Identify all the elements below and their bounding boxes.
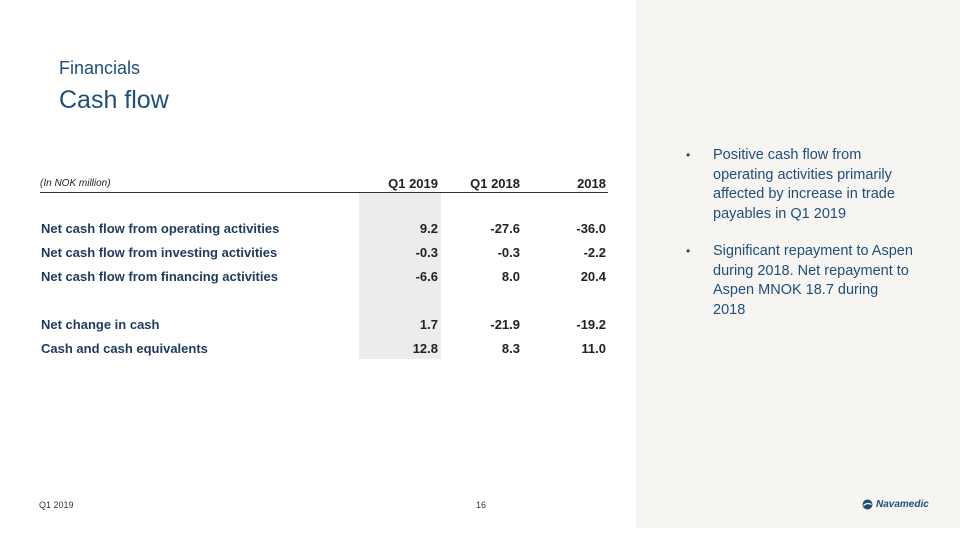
column-header: 2018: [577, 176, 606, 191]
table-row: Cash and cash equivalents 12.8 8.3 11.0: [40, 341, 608, 359]
page-title: Cash flow: [59, 86, 169, 114]
cell-value: 11.0: [581, 341, 606, 356]
table-row: Net cash flow from financing activities …: [40, 269, 608, 287]
bullet-icon: •: [686, 244, 691, 258]
row-label: Net cash flow from financing activities: [41, 269, 278, 284]
cell-value: -2.2: [583, 245, 606, 260]
page-number: 16: [476, 500, 487, 510]
column-header: Q1 2019: [388, 176, 438, 191]
row-label: Net cash flow from investing activities: [41, 245, 278, 260]
cell-value: -19.2: [576, 317, 606, 332]
cell-value: -21.9: [490, 317, 520, 332]
bullet-list: • Positive cash flow from operating acti…: [686, 146, 914, 338]
logo-mark-icon: [862, 499, 873, 510]
section-label: Financials: [59, 58, 141, 78]
bullet-text: Significant repayment to Aspen during 20…: [713, 243, 913, 318]
cell-value: 9.2: [419, 221, 438, 236]
cell-value: 8.0: [501, 269, 520, 284]
row-label: Cash and cash equivalents: [41, 341, 208, 356]
cell-value: -27.6: [490, 221, 520, 236]
units-label: (In NOK million): [40, 178, 111, 189]
column-header: Q1 2018: [470, 176, 520, 191]
cell-value: -6.6: [415, 269, 438, 284]
highlight-column: [359, 192, 441, 359]
bullet-item: • Positive cash flow from operating acti…: [686, 146, 914, 224]
cell-value: 1.7: [419, 317, 438, 332]
cell-value: -36.0: [576, 221, 606, 236]
cell-value: -0.3: [415, 245, 438, 260]
table-header: (In NOK million) Q1 2019 Q1 2018 2018: [40, 174, 608, 193]
cell-value: 20.4: [580, 269, 606, 284]
company-logo: Navamedic: [862, 499, 929, 510]
table-row: Net cash flow from operating activities …: [40, 221, 608, 239]
bullet-item: • Significant repayment to Aspen during …: [686, 242, 914, 320]
cell-value: 12.8: [412, 341, 438, 356]
logo-text: Navamedic: [876, 499, 929, 510]
footer-period: Q1 2019: [39, 500, 74, 510]
table-row: Net cash flow from investing activities …: [40, 245, 608, 263]
bullet-text: Positive cash flow from operating activi…: [713, 147, 895, 222]
bullet-icon: •: [686, 148, 691, 162]
cell-value: 8.3: [501, 341, 520, 356]
right-panel: [636, 0, 960, 528]
row-label: Net change in cash: [41, 317, 160, 332]
table-row: Net change in cash 1.7 -21.9 -19.2: [40, 317, 608, 335]
row-label: Net cash flow from operating activities: [41, 221, 280, 236]
cell-value: -0.3: [497, 245, 520, 260]
